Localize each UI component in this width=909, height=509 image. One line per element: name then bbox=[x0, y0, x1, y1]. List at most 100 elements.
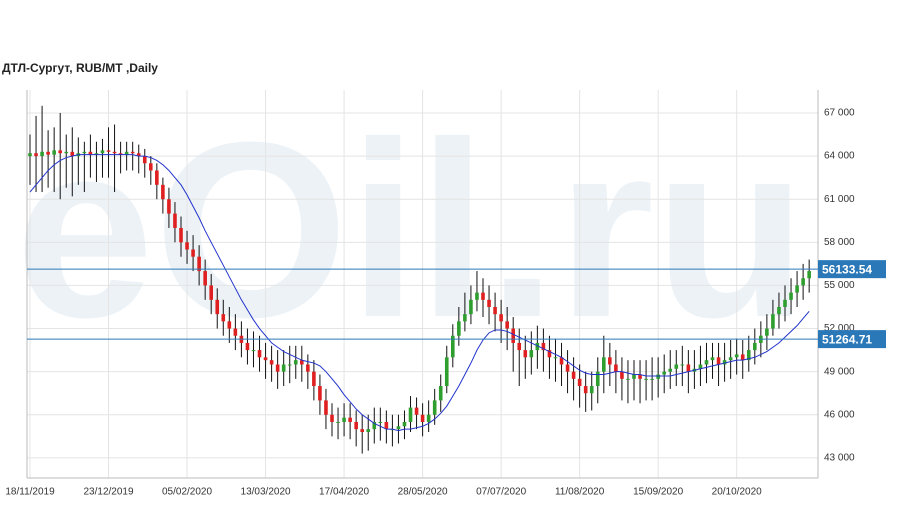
candle-body bbox=[541, 342, 546, 351]
candle-body bbox=[571, 371, 576, 379]
candle-body bbox=[426, 414, 431, 422]
candle-body bbox=[420, 414, 425, 422]
candle-body bbox=[493, 306, 497, 315]
candle-body bbox=[360, 429, 364, 433]
y-tick-label: 61 000 bbox=[824, 194, 855, 205]
candle-body bbox=[64, 151, 69, 154]
candle-body bbox=[227, 321, 232, 329]
watermark: eOil.ru bbox=[15, 90, 807, 369]
candle-body bbox=[88, 151, 93, 155]
candle-body bbox=[457, 321, 461, 336]
candle-body bbox=[293, 360, 298, 365]
x-tick-label: 23/12/2019 bbox=[83, 487, 133, 498]
candle-body bbox=[698, 364, 703, 369]
moving-average-line bbox=[29, 154, 810, 432]
x-tick-label: 11/08/2020 bbox=[555, 487, 605, 498]
candle-body bbox=[155, 170, 159, 185]
y-tick-label: 64 000 bbox=[824, 151, 855, 162]
candle-body bbox=[734, 354, 739, 358]
candle-body bbox=[396, 426, 401, 430]
candle-body bbox=[336, 421, 340, 423]
candle-body bbox=[650, 378, 654, 380]
candle-body bbox=[583, 386, 588, 394]
x-tick-label: 20/10/2020 bbox=[712, 487, 762, 498]
candle-body bbox=[728, 357, 733, 361]
candle-body bbox=[438, 386, 443, 401]
candle-body bbox=[191, 249, 195, 257]
candle-body bbox=[765, 328, 769, 336]
candle-body bbox=[269, 360, 274, 365]
candle-body bbox=[559, 357, 564, 365]
candle-body bbox=[632, 374, 636, 379]
candle-body bbox=[34, 153, 38, 157]
candle-body bbox=[481, 292, 485, 300]
candle-body bbox=[475, 292, 479, 300]
candle-body bbox=[251, 350, 256, 352]
candle-body bbox=[432, 400, 437, 415]
candle-body bbox=[167, 199, 171, 214]
y-tick-label: 52 000 bbox=[824, 323, 855, 334]
candle-body bbox=[589, 386, 594, 394]
candle-body bbox=[106, 150, 111, 152]
candle-body bbox=[136, 153, 141, 157]
candle-body bbox=[281, 364, 286, 372]
candle-body bbox=[686, 364, 691, 372]
candle-body bbox=[710, 357, 715, 361]
candle-body bbox=[577, 378, 582, 387]
y-tick-label: 58 000 bbox=[824, 237, 855, 248]
candle-body bbox=[306, 364, 310, 372]
candle-body bbox=[287, 364, 292, 366]
level-label: 51264.71 bbox=[822, 332, 872, 346]
candle-body bbox=[722, 360, 727, 365]
candle-body bbox=[620, 371, 624, 379]
candle-body bbox=[203, 271, 207, 286]
candle-body bbox=[378, 421, 383, 423]
candle-body bbox=[517, 342, 522, 351]
candle-body bbox=[553, 357, 558, 359]
candle-body bbox=[402, 421, 407, 427]
candle-body bbox=[704, 360, 709, 365]
candle-body bbox=[499, 314, 503, 322]
y-tick-label: 43 000 bbox=[824, 453, 855, 464]
candle-body bbox=[245, 342, 250, 351]
candle-body bbox=[674, 364, 679, 369]
candle-body bbox=[644, 378, 648, 380]
x-tick-label: 13/03/2020 bbox=[241, 487, 291, 498]
candle-body bbox=[112, 151, 117, 154]
candle-body bbox=[408, 407, 413, 422]
candle-body bbox=[638, 374, 642, 379]
candle-body bbox=[300, 360, 304, 365]
candle-body bbox=[263, 357, 268, 361]
candle-body bbox=[783, 299, 787, 307]
candle-body bbox=[505, 321, 509, 329]
candle-body bbox=[487, 299, 491, 307]
level-label: 56133.54 bbox=[822, 262, 872, 276]
x-tick-label: 07/07/2020 bbox=[476, 487, 526, 498]
candle-body bbox=[746, 350, 751, 361]
candle-body bbox=[46, 151, 50, 155]
candle-body bbox=[142, 156, 147, 164]
candle-body bbox=[535, 342, 540, 351]
candle-body bbox=[789, 292, 793, 300]
candle-body bbox=[354, 421, 358, 430]
candle-body bbox=[656, 374, 660, 379]
candle-body bbox=[614, 364, 618, 372]
candle-body bbox=[348, 417, 352, 422]
x-tick-label: 18/11/2019 bbox=[5, 487, 55, 498]
candle-body bbox=[330, 414, 334, 422]
candle-body bbox=[777, 306, 781, 315]
candle-body bbox=[94, 153, 99, 155]
candle-body bbox=[233, 328, 238, 336]
candle-body bbox=[565, 364, 570, 372]
candle-body bbox=[58, 150, 62, 154]
candle-body bbox=[716, 357, 721, 365]
candle-body bbox=[807, 271, 811, 279]
y-tick-label: 55 000 bbox=[824, 280, 855, 291]
candle-body bbox=[547, 350, 552, 358]
x-tick-label: 05/02/2020 bbox=[162, 487, 212, 498]
candle-body bbox=[662, 371, 666, 375]
candle-body bbox=[602, 357, 606, 372]
y-tick-label: 46 000 bbox=[824, 409, 855, 420]
candle-body bbox=[40, 151, 44, 157]
